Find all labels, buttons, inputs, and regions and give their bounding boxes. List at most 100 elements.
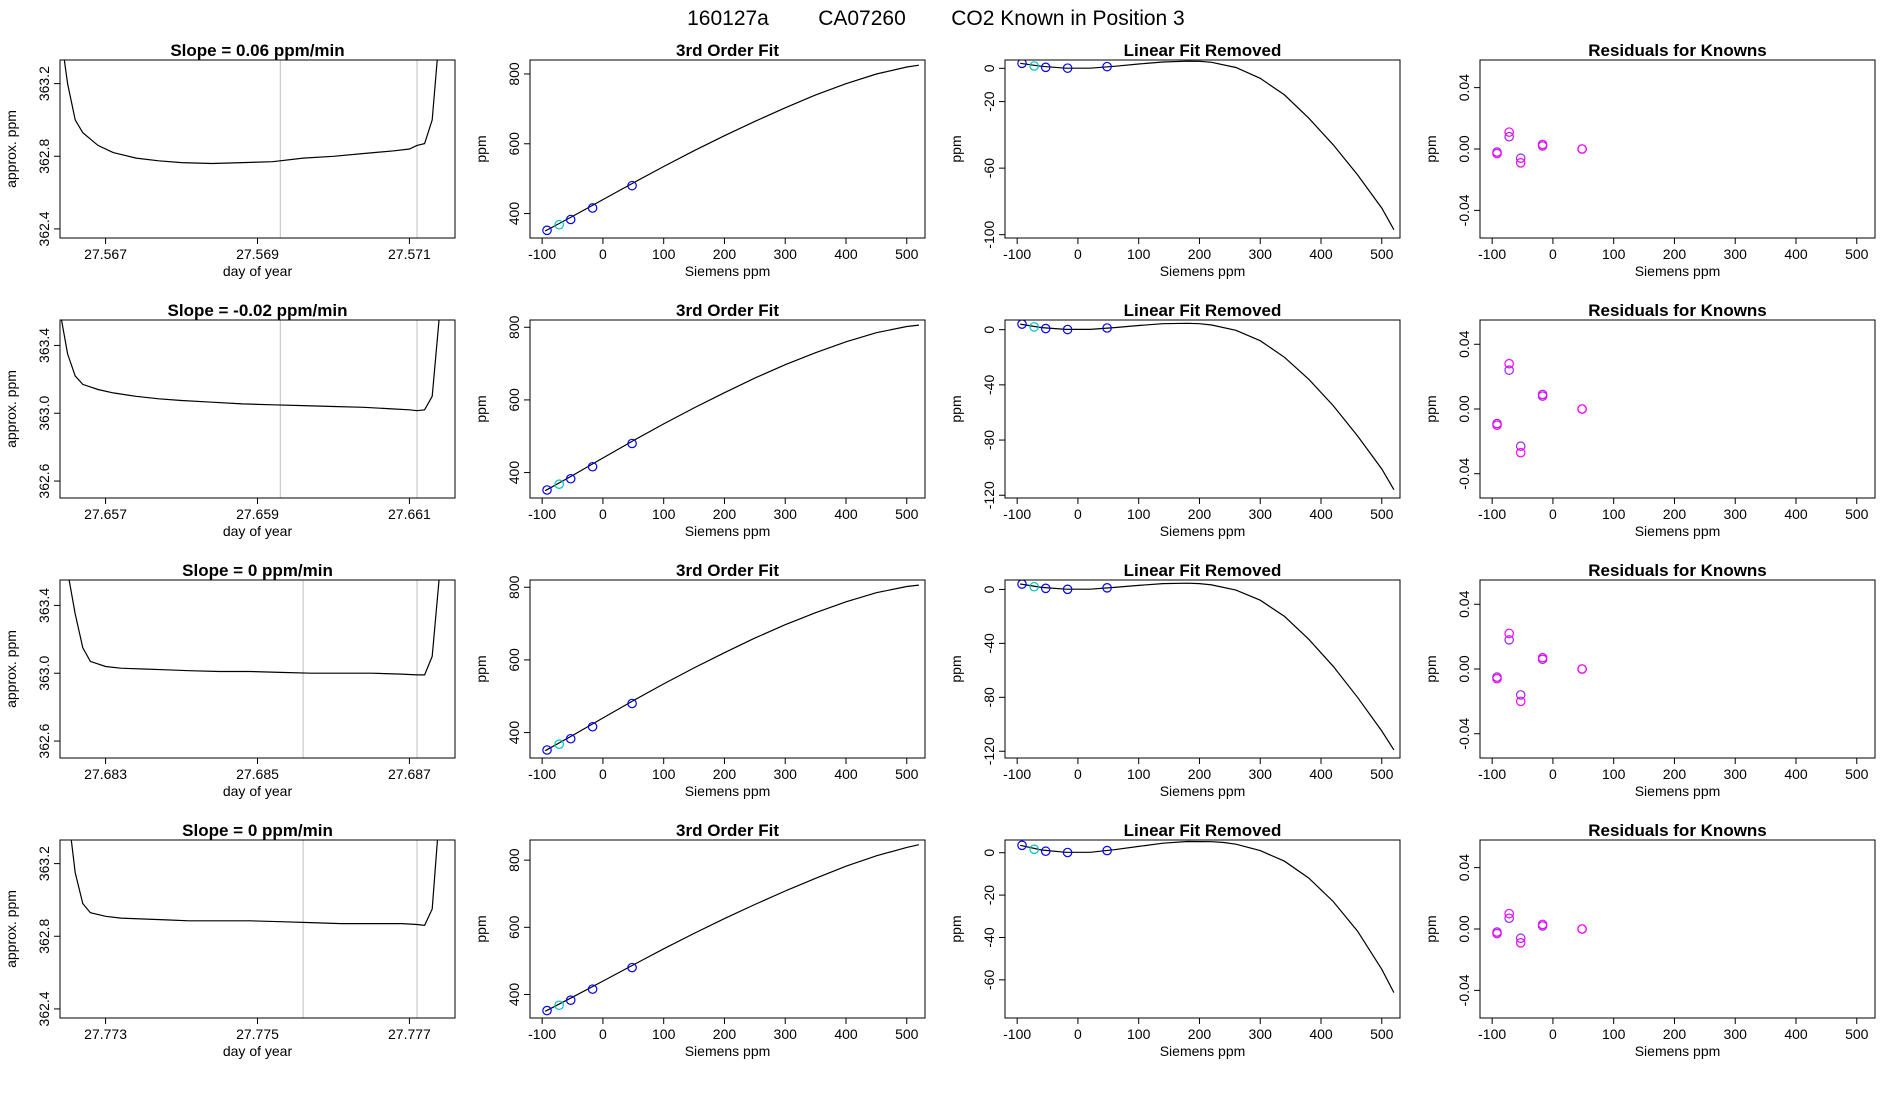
data-point <box>627 698 637 709</box>
series-line-1 <box>544 64 919 232</box>
y-axis-label: ppm <box>948 395 964 422</box>
y-tick-label: 600 <box>506 132 522 156</box>
x-axis-label: day of year <box>223 523 293 539</box>
x-tick-label: 100 <box>1602 766 1626 782</box>
y-tick-label: 800 <box>506 62 522 86</box>
x-tick-label: 300 <box>1724 246 1748 262</box>
data-point <box>1102 845 1112 856</box>
data-point <box>1504 127 1514 137</box>
plot-area <box>542 584 919 755</box>
data-point <box>1515 938 1526 948</box>
plot-area <box>1017 320 1395 491</box>
plot-area <box>1492 628 1587 707</box>
series-line-1 <box>70 840 439 927</box>
plot-frame <box>529 319 926 499</box>
x-tick-label: 400 <box>1309 246 1333 262</box>
x-tick-label: 27.569 <box>236 246 279 262</box>
data-point <box>587 203 598 213</box>
y-axis-label: ppm <box>1423 915 1439 942</box>
y-tick-label: 600 <box>506 648 522 672</box>
data-point <box>1040 323 1051 334</box>
chart-panel-2: -100 0 100 200 300 400 500 400 600 800 3rd Order F… <box>473 41 926 279</box>
x-tick-label: 100 <box>652 1026 676 1042</box>
x-tick-label: -100 <box>1003 1026 1031 1042</box>
plot-area <box>542 64 919 236</box>
panel-title: Slope = -0.02 ppm/min <box>168 301 348 320</box>
data-point <box>1492 420 1502 430</box>
y-tick-label: -40 <box>981 927 997 947</box>
x-tick-label: 100 <box>1602 506 1626 522</box>
data-point <box>627 180 637 191</box>
y-axis-label: ppm <box>473 135 489 162</box>
data-point <box>1062 63 1073 73</box>
x-tick-label: 100 <box>1602 246 1626 262</box>
x-tick-label: 500 <box>895 766 919 782</box>
series-line-1 <box>63 60 438 165</box>
x-tick-label: 300 <box>1249 506 1273 522</box>
data-point <box>1102 61 1112 72</box>
data-point <box>1040 846 1051 857</box>
plot-frame <box>1479 319 1876 499</box>
data-point <box>1017 580 1027 589</box>
panel-title: Linear Fit Removed <box>1124 301 1282 320</box>
y-axis-label: approx. ppm <box>3 890 19 968</box>
plot-area <box>1492 908 1587 948</box>
data-point <box>565 995 576 1005</box>
panel-title: 3rd Order Fit <box>676 821 779 840</box>
y-tick-label: -120 <box>981 737 997 765</box>
y-tick-label: 363.0 <box>36 396 52 431</box>
suptitle-run-id: 160127a <box>687 7 769 30</box>
data-point <box>1017 60 1027 69</box>
y-tick-label: 0.00 <box>1456 395 1472 422</box>
x-tick-label: -100 <box>528 246 556 262</box>
y-tick-label: -0.04 <box>1456 718 1472 750</box>
x-tick-label: 500 <box>1370 506 1394 522</box>
x-tick-label: 27.661 <box>388 506 431 522</box>
x-tick-label: 400 <box>834 1026 858 1042</box>
data-point <box>542 745 552 755</box>
x-tick-label: 100 <box>652 246 676 262</box>
x-tick-label: 400 <box>834 246 858 262</box>
y-tick-label: 600 <box>506 915 522 939</box>
y-axis-label: ppm <box>1423 135 1439 162</box>
y-tick-label: -80 <box>981 687 997 707</box>
x-axis-label: Siemens ppm <box>1160 1043 1246 1059</box>
chart-panel-10: -100 0 100 200 300 400 500 400 600 800 3rd Order F… <box>473 561 926 799</box>
x-tick-label: 300 <box>1249 1026 1273 1042</box>
x-axis-label: day of year <box>223 783 293 799</box>
y-tick-label: 0.04 <box>1456 590 1472 617</box>
plot-area <box>68 580 440 758</box>
plot-area <box>1017 580 1395 751</box>
x-tick-label: 300 <box>774 1026 798 1042</box>
data-point <box>1504 365 1514 375</box>
y-tick-label: 400 <box>506 202 522 226</box>
x-tick-label: -100 <box>528 506 556 522</box>
y-tick-label: -0.04 <box>1456 974 1472 1006</box>
y-tick-label: 363.4 <box>36 328 52 363</box>
x-tick-label: 300 <box>774 246 798 262</box>
data-point <box>1504 908 1514 919</box>
x-tick-label: 300 <box>1724 1026 1748 1042</box>
x-tick-label: 0 <box>1549 766 1557 782</box>
x-tick-label: 0 <box>599 246 607 262</box>
chart-panel-11: -100 0 100 200 300 400 500 0 -40 -80 -120 Linear Fi… <box>948 561 1401 799</box>
x-tick-label: 200 <box>1188 506 1212 522</box>
x-tick-label: 100 <box>1127 506 1151 522</box>
x-tick-label: 300 <box>1724 766 1748 782</box>
chart-panel-4: -100 0 100 200 300 400 500 -0.04 0.00 0.04 Residua… <box>1423 41 1876 279</box>
x-tick-label: 100 <box>1127 766 1151 782</box>
y-tick-label: 400 <box>506 461 522 485</box>
data-point <box>1515 441 1526 452</box>
data-point <box>554 739 564 749</box>
plot-area <box>1492 358 1587 458</box>
plot-frame <box>1004 839 1401 1019</box>
panel-title: Slope = 0.06 ppm/min <box>170 41 344 60</box>
data-point <box>1515 158 1526 168</box>
x-axis-label: Siemens ppm <box>1160 523 1246 539</box>
data-point <box>1040 583 1051 594</box>
panel-grid: 27.567 27.569 27.571 362.4 362.8 363.2 Slope =… <box>3 41 1876 1059</box>
y-axis-label: ppm <box>948 655 964 682</box>
x-axis-label: Siemens ppm <box>685 783 771 799</box>
data-point <box>1029 581 1039 592</box>
x-tick-label: 200 <box>1188 246 1212 262</box>
